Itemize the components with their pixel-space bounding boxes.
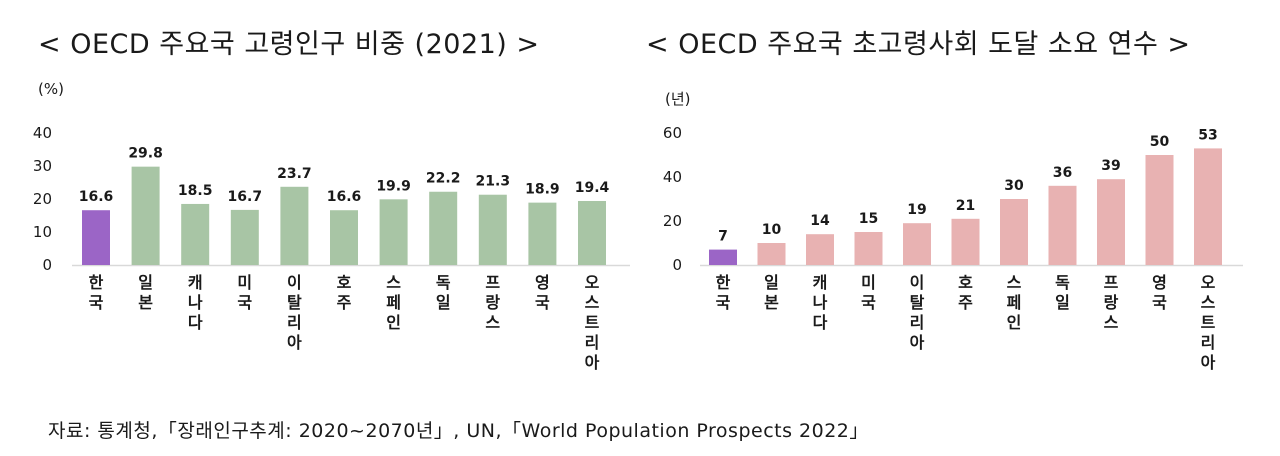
data-label: 23.7 [277,166,312,182]
data-label: 16.7 [228,189,263,205]
right-bar-chart: (년) 0 20 40 60 7 한 국 10 일 본 14 캐 나 다 15 미 국 19 이 탈 리 아 21 호 주 30 스 페… [663,90,1243,372]
bar [131,166,160,265]
data-label: 10 [762,222,782,238]
y-tick-label: 10 [33,223,52,241]
y-tick-label: 40 [663,168,682,186]
data-label: 18.5 [178,183,213,199]
data-label: 53 [1198,127,1217,143]
source-note: 자료: 통계청,「장래인구추계: 2020~2070년」, UN,「World … [48,420,869,442]
y-tick-label: 0 [672,256,682,274]
bar [1000,199,1028,265]
data-label: 22.2 [426,171,461,187]
data-label: 30 [1004,178,1024,194]
bar [528,202,557,265]
bar [578,200,606,265]
y-unit-label: (년) [665,90,691,108]
y-unit-label: (%) [38,80,64,98]
data-label: 39 [1101,158,1120,174]
data-label: 50 [1150,134,1170,150]
left-chart-title: < OECD 주요국 고령인구 비중 (2021) > [38,29,540,60]
data-label: 21 [956,198,975,214]
y-tick-label: 20 [33,190,52,208]
y-tick-label: 40 [33,124,52,142]
data-label: 19.4 [575,180,610,196]
bar [330,210,358,265]
y-tick-label: 30 [33,157,52,175]
right-chart-title: < OECD 주요국 초고령사회 도달 소요 연수 > [646,29,1191,60]
data-label: 15 [859,211,878,227]
bar [757,243,786,265]
bar [1194,148,1222,265]
bar [82,210,110,265]
bar [1048,185,1077,265]
y-tick-label: 0 [42,256,52,274]
bar [1145,155,1174,265]
data-label: 29.8 [128,146,163,162]
bar [478,194,507,265]
y-tick-label: 20 [663,212,682,230]
bar [379,199,408,265]
data-label: 19.9 [376,178,411,194]
bar [230,209,259,265]
data-label: 19 [907,202,926,218]
bar [280,186,309,265]
bar [709,249,737,265]
bar [903,223,931,265]
y-tick-label: 60 [663,124,682,142]
data-label: 21.3 [476,174,511,190]
data-label: 14 [810,213,830,229]
bar [181,203,210,265]
bar [854,232,883,265]
data-label: 18.9 [525,182,560,198]
data-label: 36 [1053,165,1072,181]
data-label: 16.6 [79,189,114,205]
bar [951,218,980,265]
bar [1097,179,1125,265]
data-label: 7 [718,229,728,245]
data-label: 16.6 [327,189,362,205]
bar [429,191,458,265]
left-bar-chart: (%) 0 10 20 30 40 16.6 한 국 29.8 일 본 18.5 캐 나 다 16.7 미 국 23.… [33,80,630,372]
bar [806,234,834,265]
